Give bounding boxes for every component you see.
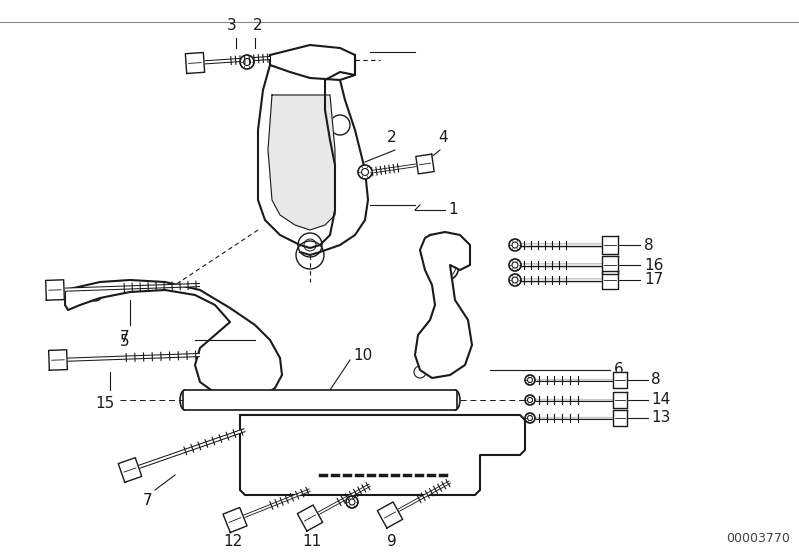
- Text: 9: 9: [388, 534, 397, 549]
- Circle shape: [525, 413, 535, 423]
- Polygon shape: [223, 508, 247, 533]
- Polygon shape: [613, 392, 627, 408]
- Circle shape: [509, 239, 521, 251]
- Text: 2: 2: [253, 18, 263, 33]
- Text: 10: 10: [353, 348, 372, 362]
- Polygon shape: [268, 95, 335, 230]
- Text: 12: 12: [224, 534, 243, 549]
- Circle shape: [525, 395, 535, 405]
- Text: 00003770: 00003770: [726, 532, 790, 545]
- Circle shape: [346, 496, 358, 508]
- Text: 3: 3: [227, 18, 237, 33]
- Polygon shape: [613, 372, 627, 388]
- Polygon shape: [602, 256, 618, 274]
- Text: 15: 15: [95, 396, 114, 411]
- Polygon shape: [377, 502, 403, 528]
- Polygon shape: [118, 458, 141, 482]
- Polygon shape: [602, 236, 618, 254]
- Text: 17: 17: [644, 272, 663, 287]
- Polygon shape: [185, 53, 205, 73]
- Circle shape: [240, 55, 254, 69]
- Polygon shape: [613, 410, 627, 426]
- Text: 14: 14: [651, 392, 670, 408]
- Polygon shape: [240, 415, 525, 495]
- Text: 7: 7: [120, 330, 129, 345]
- Polygon shape: [65, 280, 282, 400]
- Polygon shape: [258, 55, 365, 255]
- Polygon shape: [49, 350, 67, 370]
- Text: 8: 8: [644, 238, 654, 253]
- Text: 6: 6: [614, 362, 624, 377]
- Circle shape: [358, 165, 372, 179]
- Polygon shape: [46, 280, 65, 300]
- Circle shape: [509, 259, 521, 271]
- Text: 7: 7: [143, 493, 153, 508]
- Polygon shape: [415, 232, 472, 378]
- Text: 2: 2: [388, 130, 397, 145]
- Polygon shape: [415, 154, 434, 174]
- FancyBboxPatch shape: [183, 390, 457, 410]
- Text: 11: 11: [302, 534, 322, 549]
- Text: 5: 5: [120, 334, 129, 349]
- Polygon shape: [602, 271, 618, 289]
- Text: 1: 1: [448, 202, 458, 217]
- Circle shape: [525, 375, 535, 385]
- Circle shape: [509, 274, 521, 286]
- Text: 16: 16: [644, 258, 663, 272]
- Polygon shape: [270, 45, 355, 80]
- Polygon shape: [297, 505, 323, 531]
- Text: 13: 13: [651, 410, 670, 425]
- Text: 8: 8: [651, 372, 661, 387]
- Text: 4: 4: [438, 130, 447, 145]
